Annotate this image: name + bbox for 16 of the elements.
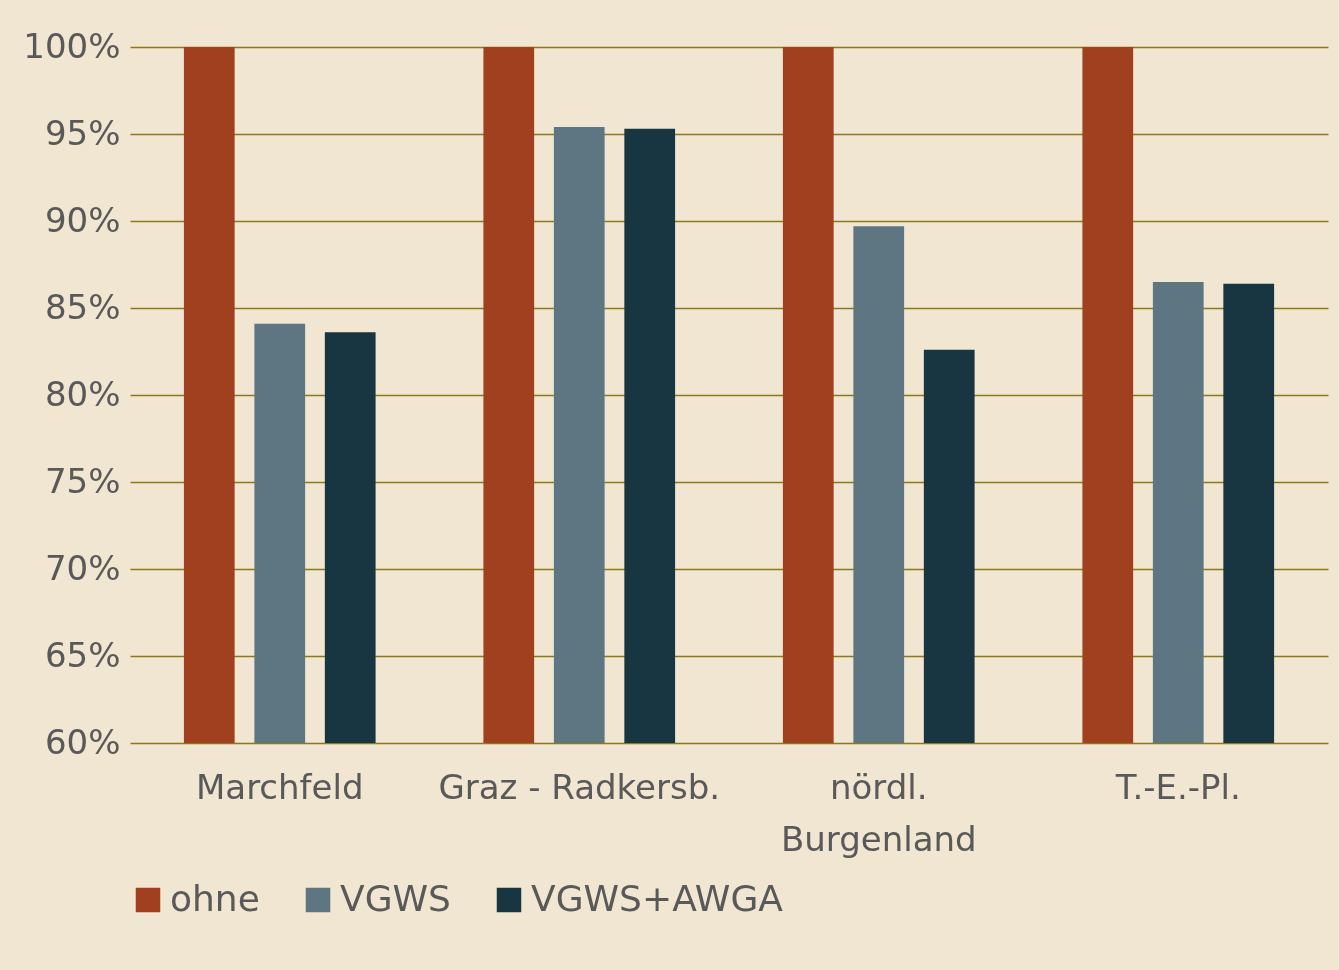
x-tick-label: T.-E.-Pl. xyxy=(1114,766,1241,807)
y-tick-label: 65% xyxy=(44,634,121,675)
y-tick-label: 80% xyxy=(44,373,121,414)
x-tick-label: nördl. Burgenland xyxy=(780,766,977,859)
y-tick-label: 90% xyxy=(44,199,121,240)
x-tick-label: Marchfeld xyxy=(195,766,364,807)
y-tick-label: 100% xyxy=(23,25,121,66)
y-tick-label: 60% xyxy=(44,721,121,762)
legend-label: VGWS xyxy=(340,878,451,919)
legend-label: VGWS+AWGA xyxy=(531,878,784,919)
x-tick-label: Graz - Radkersb. xyxy=(438,766,721,807)
y-tick-label: 85% xyxy=(44,286,121,327)
y-tick-label: 70% xyxy=(44,547,121,588)
legend-label: ohne xyxy=(170,878,260,919)
y-tick-label: 95% xyxy=(44,112,121,153)
y-tick-label: 75% xyxy=(44,460,121,501)
